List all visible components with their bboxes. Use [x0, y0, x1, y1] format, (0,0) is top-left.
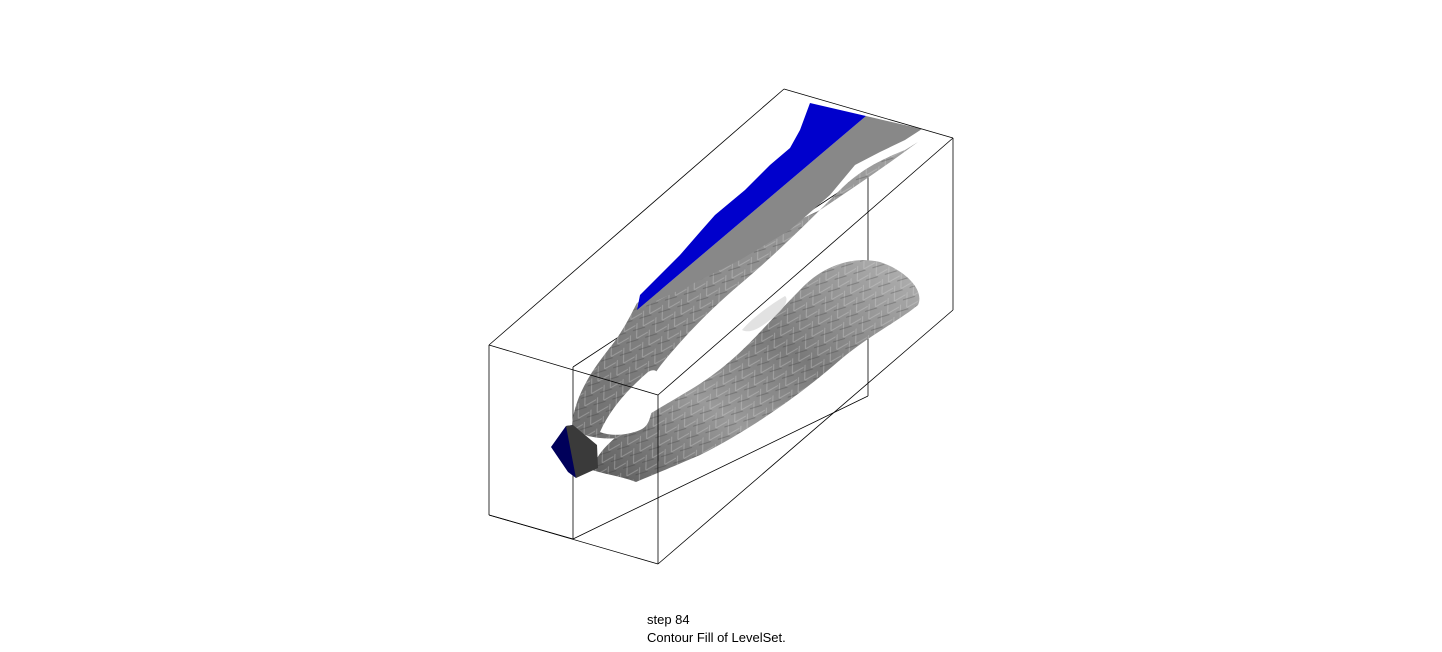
top-strip-grey [637, 116, 922, 310]
caption: step 84 Contour Fill of LevelSet. [647, 611, 786, 647]
lower-tube-facets [592, 260, 920, 482]
end-cap-side [566, 425, 598, 478]
bounding-box-front [488, 88, 954, 565]
top-face-blue [637, 103, 866, 310]
loop-opening [600, 370, 660, 435]
3d-viewport[interactable] [0, 0, 1442, 600]
upper-arm-facets [572, 142, 918, 439]
web-opening [742, 296, 787, 332]
step-label: step 84 [647, 612, 690, 627]
plot-description: Contour Fill of LevelSet. [647, 630, 786, 645]
